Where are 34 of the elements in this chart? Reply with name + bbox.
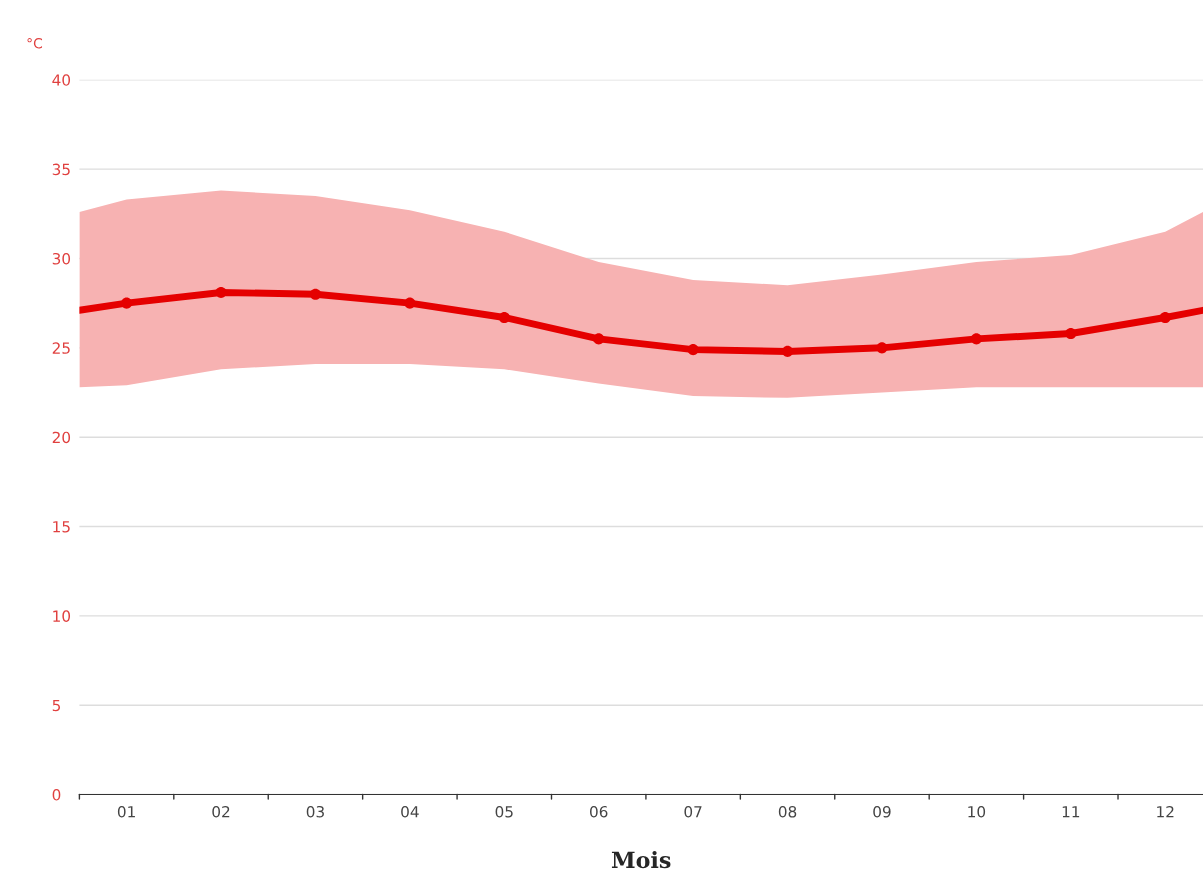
y-axis-title: °C <box>27 38 43 49</box>
x-tick-label: 05 <box>495 805 513 818</box>
y-tick-label: 0 <box>52 789 61 801</box>
x-axis-title: Mois <box>611 851 671 869</box>
x-tick-label: 03 <box>306 805 324 818</box>
point <box>687 344 699 356</box>
y-tick-label: 40 <box>52 74 71 86</box>
x-tick-label: 01 <box>117 805 135 818</box>
y-tick-label: 25 <box>52 342 70 354</box>
y-tick-label: 5 <box>52 699 61 712</box>
x-tick-label: 07 <box>684 805 702 818</box>
point <box>404 297 416 309</box>
y-tick-label: 30 <box>52 252 71 265</box>
point <box>970 333 982 345</box>
x-tick-label: 06 <box>590 805 608 818</box>
x-tick-label: 11 <box>1062 806 1080 818</box>
y-tick-label: 35 <box>52 163 70 176</box>
point <box>1159 311 1171 324</box>
point <box>876 342 888 354</box>
point <box>498 311 510 324</box>
y-tick-label: 10 <box>53 610 71 622</box>
point <box>593 333 605 345</box>
point <box>215 286 227 298</box>
x-tick-label: 02 <box>212 805 230 818</box>
point <box>309 288 321 300</box>
x-tick-label: 12 <box>1157 805 1174 818</box>
y-tick-label: 20 <box>52 431 71 444</box>
x-tick-label: 04 <box>401 805 419 818</box>
y-tick-label: 15 <box>53 521 70 533</box>
x-tick-label: 08 <box>778 805 797 818</box>
x-tick-label: 10 <box>968 805 986 818</box>
x-tick-label: 09 <box>873 805 891 818</box>
point <box>1065 327 1077 340</box>
point <box>121 297 133 309</box>
